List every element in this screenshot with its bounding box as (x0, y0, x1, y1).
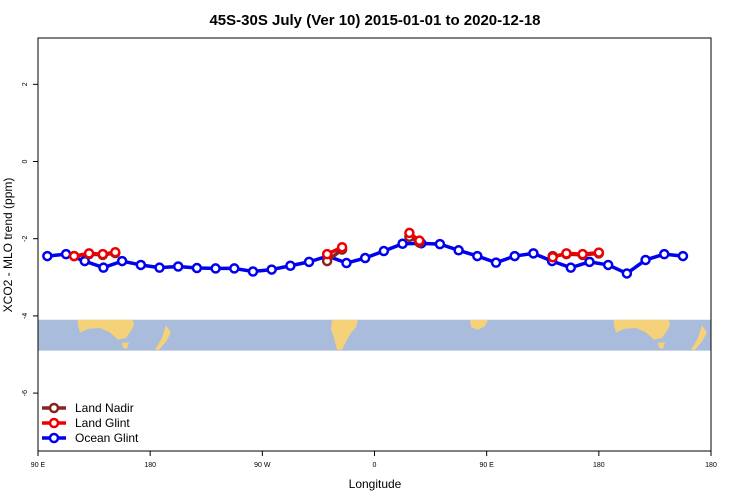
x-tick-label: 90 W (254, 462, 271, 469)
data-point (247, 266, 259, 277)
data-point (472, 250, 483, 262)
data-point (191, 262, 203, 274)
legend-label: Ocean Glint (75, 431, 139, 445)
y-tick-label: -2 (22, 235, 29, 241)
land-shape (155, 325, 171, 350)
y-tick-label: 0 (22, 159, 29, 163)
land-shape (691, 325, 707, 350)
x-axis: 90 E 180 90 W 0 90 E 180 180 (31, 451, 717, 469)
data-point (336, 241, 348, 253)
map-land (78, 319, 707, 350)
legend-item: Land Glint (42, 416, 130, 430)
data-point (110, 246, 121, 258)
data-point (83, 248, 95, 259)
data-point (116, 255, 128, 267)
data-point (378, 245, 390, 257)
data-point (414, 235, 425, 246)
data-point (621, 268, 633, 279)
legend-label: Land Nadir (75, 401, 134, 415)
land-shape (78, 319, 134, 340)
data-point (266, 264, 277, 275)
data-point (404, 227, 415, 239)
data-point (640, 254, 651, 266)
series-ocean-glint (42, 238, 689, 279)
data-point (528, 248, 539, 259)
data-point (577, 248, 588, 260)
data-point (602, 259, 614, 271)
x-tick-label: 90 E (479, 462, 494, 469)
map-ocean (38, 319, 711, 351)
y-tick-label: -6 (22, 390, 29, 396)
data-point (154, 262, 165, 273)
legend-item: Ocean Glint (42, 431, 139, 445)
data-point (547, 251, 558, 263)
y-axis-title: XCO2 - MLO trend (ppm) (1, 178, 15, 313)
x-tick-label: 0 (373, 462, 377, 469)
data-point (584, 256, 595, 268)
plot-frame (37, 37, 712, 452)
chart-title: 45S-30S July (Ver 10) 2015-01-01 to 2020… (209, 12, 540, 29)
data-point (303, 256, 315, 268)
series-line (552, 250, 599, 259)
data-point (172, 261, 184, 272)
data-point (135, 259, 147, 271)
data-point (561, 248, 572, 259)
data-point (98, 262, 109, 273)
legend-swatch-marker (48, 432, 60, 444)
data-point (97, 248, 109, 260)
x-tick-label: 180 (705, 462, 717, 469)
y-tick-label: 2 (22, 82, 29, 86)
data-point (509, 250, 520, 262)
series-land-glint (68, 227, 605, 263)
land-shape (658, 342, 665, 349)
data-point (285, 260, 296, 271)
data-point (593, 247, 605, 258)
data-point (229, 263, 240, 274)
data-point (68, 250, 80, 262)
data-point (60, 248, 72, 260)
data-point (677, 250, 689, 262)
land-shape (331, 319, 358, 350)
x-tick-label: 180 (593, 462, 605, 469)
x-tick-label: 180 (144, 462, 156, 469)
x-axis-title: Longitude (349, 477, 402, 491)
map-band (38, 319, 711, 351)
legend-label: Land Glint (75, 416, 130, 430)
data-point (453, 245, 464, 256)
data-point (210, 263, 221, 274)
x-tick-label: 90 E (31, 462, 46, 469)
data-point (659, 248, 670, 260)
y-tick-label: -4 (22, 313, 29, 319)
series-layer (42, 227, 689, 279)
y-axis: 2 0 -2 -4 -6 (22, 82, 38, 396)
data-point (490, 257, 502, 268)
data-point (341, 257, 352, 269)
legend-swatch-marker (48, 402, 60, 414)
land-shape (614, 319, 670, 340)
land-shape (470, 319, 488, 330)
series-line (73, 250, 116, 258)
data-point (434, 238, 446, 250)
legend-item: Land Nadir (42, 401, 134, 415)
data-point (321, 248, 333, 260)
data-point (565, 262, 577, 273)
data-point (397, 238, 408, 249)
data-point (42, 250, 53, 262)
data-point (79, 255, 90, 267)
data-point (359, 252, 371, 264)
legend-swatch-marker (48, 417, 60, 429)
land-shape (122, 342, 129, 349)
